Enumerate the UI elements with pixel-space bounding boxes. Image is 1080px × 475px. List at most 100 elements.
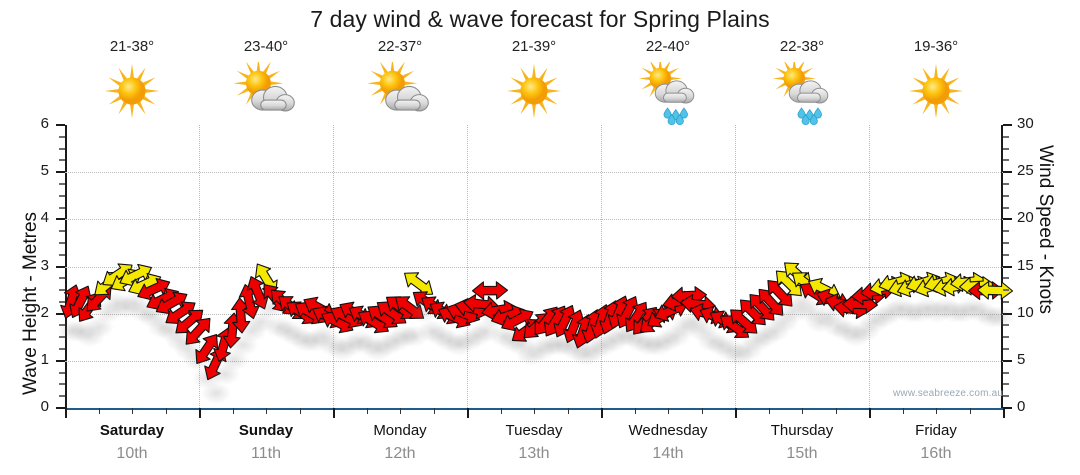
arrow-shadow — [390, 324, 421, 347]
y-tick-minor-left — [59, 159, 65, 162]
arrow-shadow — [624, 329, 655, 352]
x-tick-minor — [969, 408, 971, 414]
arrow-shadow — [660, 324, 691, 347]
arrow-shadow — [309, 324, 340, 347]
day-header: 22-38° — [735, 38, 869, 126]
arrow-shadow — [272, 320, 303, 343]
arrow-shadow — [642, 334, 673, 357]
arrow-shadow — [453, 329, 484, 352]
day-header: 23-40° — [199, 38, 333, 124]
y-tick-minor-left — [59, 383, 65, 386]
y-tick-major-right — [1003, 359, 1012, 362]
y-axis-label-right: 25 — [1017, 162, 1034, 180]
arrow-shadow — [462, 324, 493, 347]
wind-direction-arrow — [394, 292, 431, 327]
arrow-shadow — [904, 301, 935, 324]
x-tick-minor — [98, 408, 100, 414]
arrow-shadow — [227, 334, 258, 357]
y-tick-major-right — [1003, 265, 1012, 268]
arrow-shadow — [769, 310, 800, 333]
y-tick-minor-right — [1003, 277, 1009, 280]
x-tick-major — [869, 408, 871, 418]
y-axis-label-left: 4 — [40, 209, 49, 227]
temperature-range: 22-40° — [645, 38, 691, 55]
y-axis-label-left: 6 — [40, 115, 49, 132]
y-tick-minor-left — [59, 371, 65, 374]
x-tick-major — [601, 408, 603, 418]
x-tick-major — [467, 408, 469, 418]
arrow-shadow — [922, 301, 953, 324]
arrow-shadow — [949, 301, 980, 324]
x-tick-minor — [299, 408, 301, 414]
sunny-icon — [502, 62, 566, 120]
y-axis-label-right: 15 — [1017, 256, 1034, 274]
x-tick-minor — [902, 408, 904, 414]
gridline-v — [333, 125, 334, 408]
arrow-shadow — [200, 381, 231, 404]
y-tick-minor-right — [1003, 135, 1009, 138]
arrow-shadow — [336, 334, 367, 357]
arrow-shadow — [723, 343, 754, 366]
gridline-h — [65, 266, 1003, 268]
y-tick-major-right — [1003, 218, 1012, 221]
y-tick-minor-left — [59, 300, 65, 303]
arrow-shadow — [859, 310, 890, 333]
gridline-h — [65, 360, 1003, 362]
arrow-shadow — [588, 334, 619, 357]
y-tick-minor-right — [1003, 241, 1009, 244]
gridline-v — [467, 125, 468, 408]
arrow-shadow — [985, 306, 1016, 329]
arrow-shadow — [687, 320, 718, 343]
arrow-shadow — [705, 334, 736, 357]
x-tick-minor — [232, 408, 234, 414]
y-tick-minor-right — [1003, 348, 1009, 351]
temperature-range: 19-36° — [913, 38, 959, 55]
arrow-shadow — [579, 339, 610, 362]
arrow-shadow — [363, 339, 394, 362]
y-tick-minor-left — [59, 336, 65, 339]
arrow-shadow — [714, 339, 745, 362]
y-tick-minor-left — [59, 241, 65, 244]
y-tick-major-left — [56, 312, 65, 315]
arrow-shadow — [381, 329, 412, 352]
wind-direction-arrow — [178, 315, 214, 351]
y-tick-minor-left — [59, 253, 65, 256]
x-tick-minor — [433, 408, 435, 414]
arrow-shadow — [805, 310, 836, 333]
arrow-shadow — [976, 306, 1007, 329]
arrow-shadow — [291, 329, 321, 352]
x-tick-minor — [768, 408, 770, 414]
day-date-label: 11th — [251, 445, 281, 462]
arrow-shadow — [83, 315, 114, 338]
y-tick-major-right — [1003, 312, 1012, 315]
y-tick-major-left — [56, 265, 65, 268]
y-axis-label-right: 10 — [1017, 303, 1034, 321]
day-header: 19-36° — [869, 38, 1003, 124]
gridline-v — [735, 125, 736, 408]
arrow-shadow — [372, 334, 403, 357]
x-tick-minor — [802, 408, 803, 414]
y-axis-label-left: 1 — [40, 350, 49, 368]
y-tick-minor-left — [59, 348, 65, 351]
x-tick-major — [1003, 408, 1005, 418]
y-tick-minor-right — [1003, 253, 1009, 256]
arrow-shadow — [850, 320, 881, 343]
sun-shower-icon — [770, 56, 834, 126]
y-tick-minor-left — [59, 194, 65, 197]
arrow-shadow — [841, 324, 872, 347]
y-tick-minor-right — [1003, 336, 1009, 339]
wind-direction-arrow — [114, 261, 152, 293]
arrow-shadow — [426, 324, 457, 347]
wind-direction-arrow — [977, 280, 1015, 301]
x-tick-minor — [165, 408, 167, 414]
arrow-shadow — [281, 324, 312, 347]
day-name-label: Monday — [373, 422, 427, 439]
y-tick-minor-right — [1003, 289, 1009, 292]
y-tick-minor-right — [1003, 159, 1009, 162]
day-header: 22-37° — [333, 38, 467, 124]
arrow-shadow — [931, 296, 962, 319]
x-tick-minor — [668, 408, 669, 414]
arrow-shadow — [823, 315, 854, 338]
day-date-label: 12th — [384, 445, 416, 462]
temperature-range: 23-40° — [243, 38, 289, 55]
